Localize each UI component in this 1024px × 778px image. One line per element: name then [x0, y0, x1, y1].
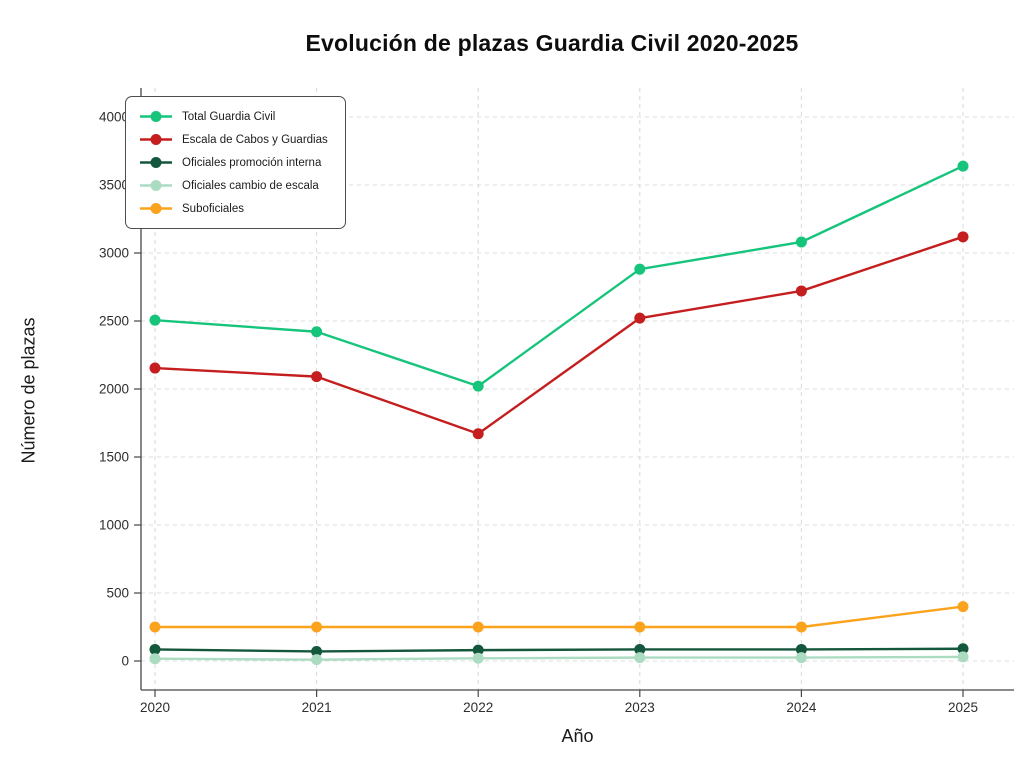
axes: 0 500 1000 1500 2000 2500 3000 3500 4000 2020 2021… [99, 88, 1014, 715]
data-point [957, 160, 969, 172]
x-tick-label: 2025 [948, 700, 978, 715]
data-point [311, 654, 323, 666]
data-point [795, 652, 807, 664]
data-point [957, 643, 969, 655]
series-oficiales-cambio-de-escala [149, 651, 969, 666]
series-line [154, 235, 964, 435]
data-point [472, 380, 484, 392]
data-point [311, 326, 323, 338]
y-tick-label: 3500 [99, 178, 129, 193]
y-tick-label: 3000 [99, 246, 129, 261]
legend-item-label: Suboficiales [182, 202, 245, 215]
legend-marker-icon [140, 180, 172, 191]
legend-item-oficiales-promoci-n-interna: Oficiales promoción interna [139, 156, 328, 169]
data-point [957, 601, 969, 613]
series-line [155, 605, 964, 629]
data-point [472, 428, 484, 440]
x-tick-label: 2021 [302, 700, 332, 715]
data-point [957, 651, 969, 663]
y-tick-label: 2000 [99, 382, 129, 397]
series-oficiales-promoci-n-interna [149, 643, 969, 657]
data-point [795, 643, 807, 655]
data-point [149, 643, 161, 655]
data-point [149, 314, 161, 326]
data-point [311, 371, 323, 383]
y-tick-label: 0 [121, 654, 129, 669]
data-point [472, 644, 484, 656]
data-point [634, 263, 646, 275]
series-escala-de-cabos-y-guardias [149, 231, 969, 440]
data-point [795, 285, 807, 297]
x-tick-label: 2020 [140, 700, 170, 715]
series-line [154, 647, 964, 653]
legend-marker-icon [140, 203, 172, 214]
series-line [154, 655, 964, 661]
legend-item-total-guardia-civil: Total Guardia Civil [139, 110, 328, 123]
data-point [957, 231, 969, 243]
data-point [472, 621, 484, 633]
y-tick-label: 1500 [99, 450, 129, 465]
data-point [795, 236, 807, 248]
series-suboficiales [149, 601, 969, 633]
x-tick-label: 2024 [786, 700, 817, 715]
y-tick-label: 500 [106, 586, 129, 601]
legend-item-suboficiales: Suboficiales [139, 202, 328, 215]
y-tick-label: 2500 [99, 314, 129, 329]
legend-item-label: Total Guardia Civil [182, 110, 276, 123]
legend-item-label: Oficiales cambio de escala [182, 179, 319, 192]
data-point [311, 621, 323, 633]
data-point [149, 621, 161, 633]
data-point [472, 652, 484, 664]
x-axis-label: Año [561, 726, 594, 746]
legend-marker-icon [140, 134, 172, 145]
data-point [634, 643, 646, 655]
legend-item-escala-de-cabos-y-guardias: Escala de Cabos y Guardias [139, 133, 328, 146]
series-total-guardia-civil [149, 160, 969, 392]
legend: Total Guardia Civil Escala de Cabos y Gua… [125, 96, 346, 229]
data-point [311, 645, 323, 657]
data-point [149, 653, 161, 665]
series-line [154, 165, 964, 388]
x-tick-label: 2022 [463, 700, 493, 715]
data-point [149, 362, 161, 374]
legend-item-label: Escala de Cabos y Guardias [182, 133, 328, 146]
legend-marker-icon [140, 157, 172, 168]
y-tick-label: 1000 [99, 518, 129, 533]
legend-marker-icon [140, 111, 172, 122]
x-tick-label: 2023 [625, 700, 655, 715]
data-point [795, 621, 807, 633]
y-tick-label: 4000 [99, 110, 129, 125]
data-point [634, 621, 646, 633]
chart-title: Evolución de plazas Guardia Civil 2020-2… [305, 30, 799, 56]
legend-item-label: Oficiales promoción interna [182, 156, 322, 169]
data-point [634, 652, 646, 664]
data-point [634, 312, 646, 324]
y-axis-label: Número de plazas [18, 317, 39, 464]
legend-item-oficiales-cambio-de-escala: Oficiales cambio de escala [139, 179, 328, 192]
